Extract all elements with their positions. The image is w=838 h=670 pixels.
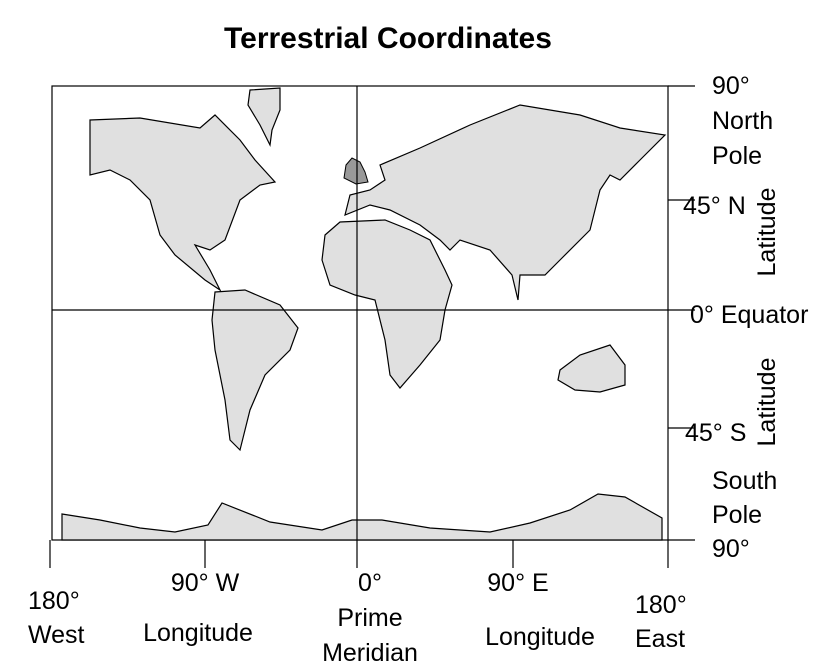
lon-axis-title: Longitude (143, 619, 253, 647)
lon-axis-title: Longitude (485, 623, 595, 651)
lat-label: South (712, 467, 777, 495)
continents (61, 87, 667, 541)
lat-axis-title: Latitude (753, 188, 781, 277)
title: Terrestrial Coordinates (224, 22, 552, 55)
lon-label: Prime (337, 604, 402, 632)
lon-label: East (635, 625, 685, 653)
lat-label: Pole (712, 501, 762, 529)
lat-label: 45° S (685, 419, 746, 447)
lon-label: 180° (635, 591, 687, 619)
lat-label: 90° (712, 535, 750, 563)
lon-label: 0° (358, 569, 382, 597)
lat-label: 90° (712, 72, 750, 100)
lat-label: Pole (712, 142, 762, 170)
lon-label: 90° W (171, 569, 240, 597)
lon-label: 180° (28, 587, 80, 615)
grid-lines (49, 85, 695, 568)
lat-label: 0° Equator (690, 301, 808, 329)
lat-label: 45° N (683, 192, 746, 220)
lat-axis-title: Latitude (753, 358, 781, 447)
lon-label: West (28, 621, 85, 649)
lon-label: 90° E (487, 569, 548, 597)
lat-label: North (712, 107, 773, 135)
lon-label: Meridian (322, 639, 418, 667)
